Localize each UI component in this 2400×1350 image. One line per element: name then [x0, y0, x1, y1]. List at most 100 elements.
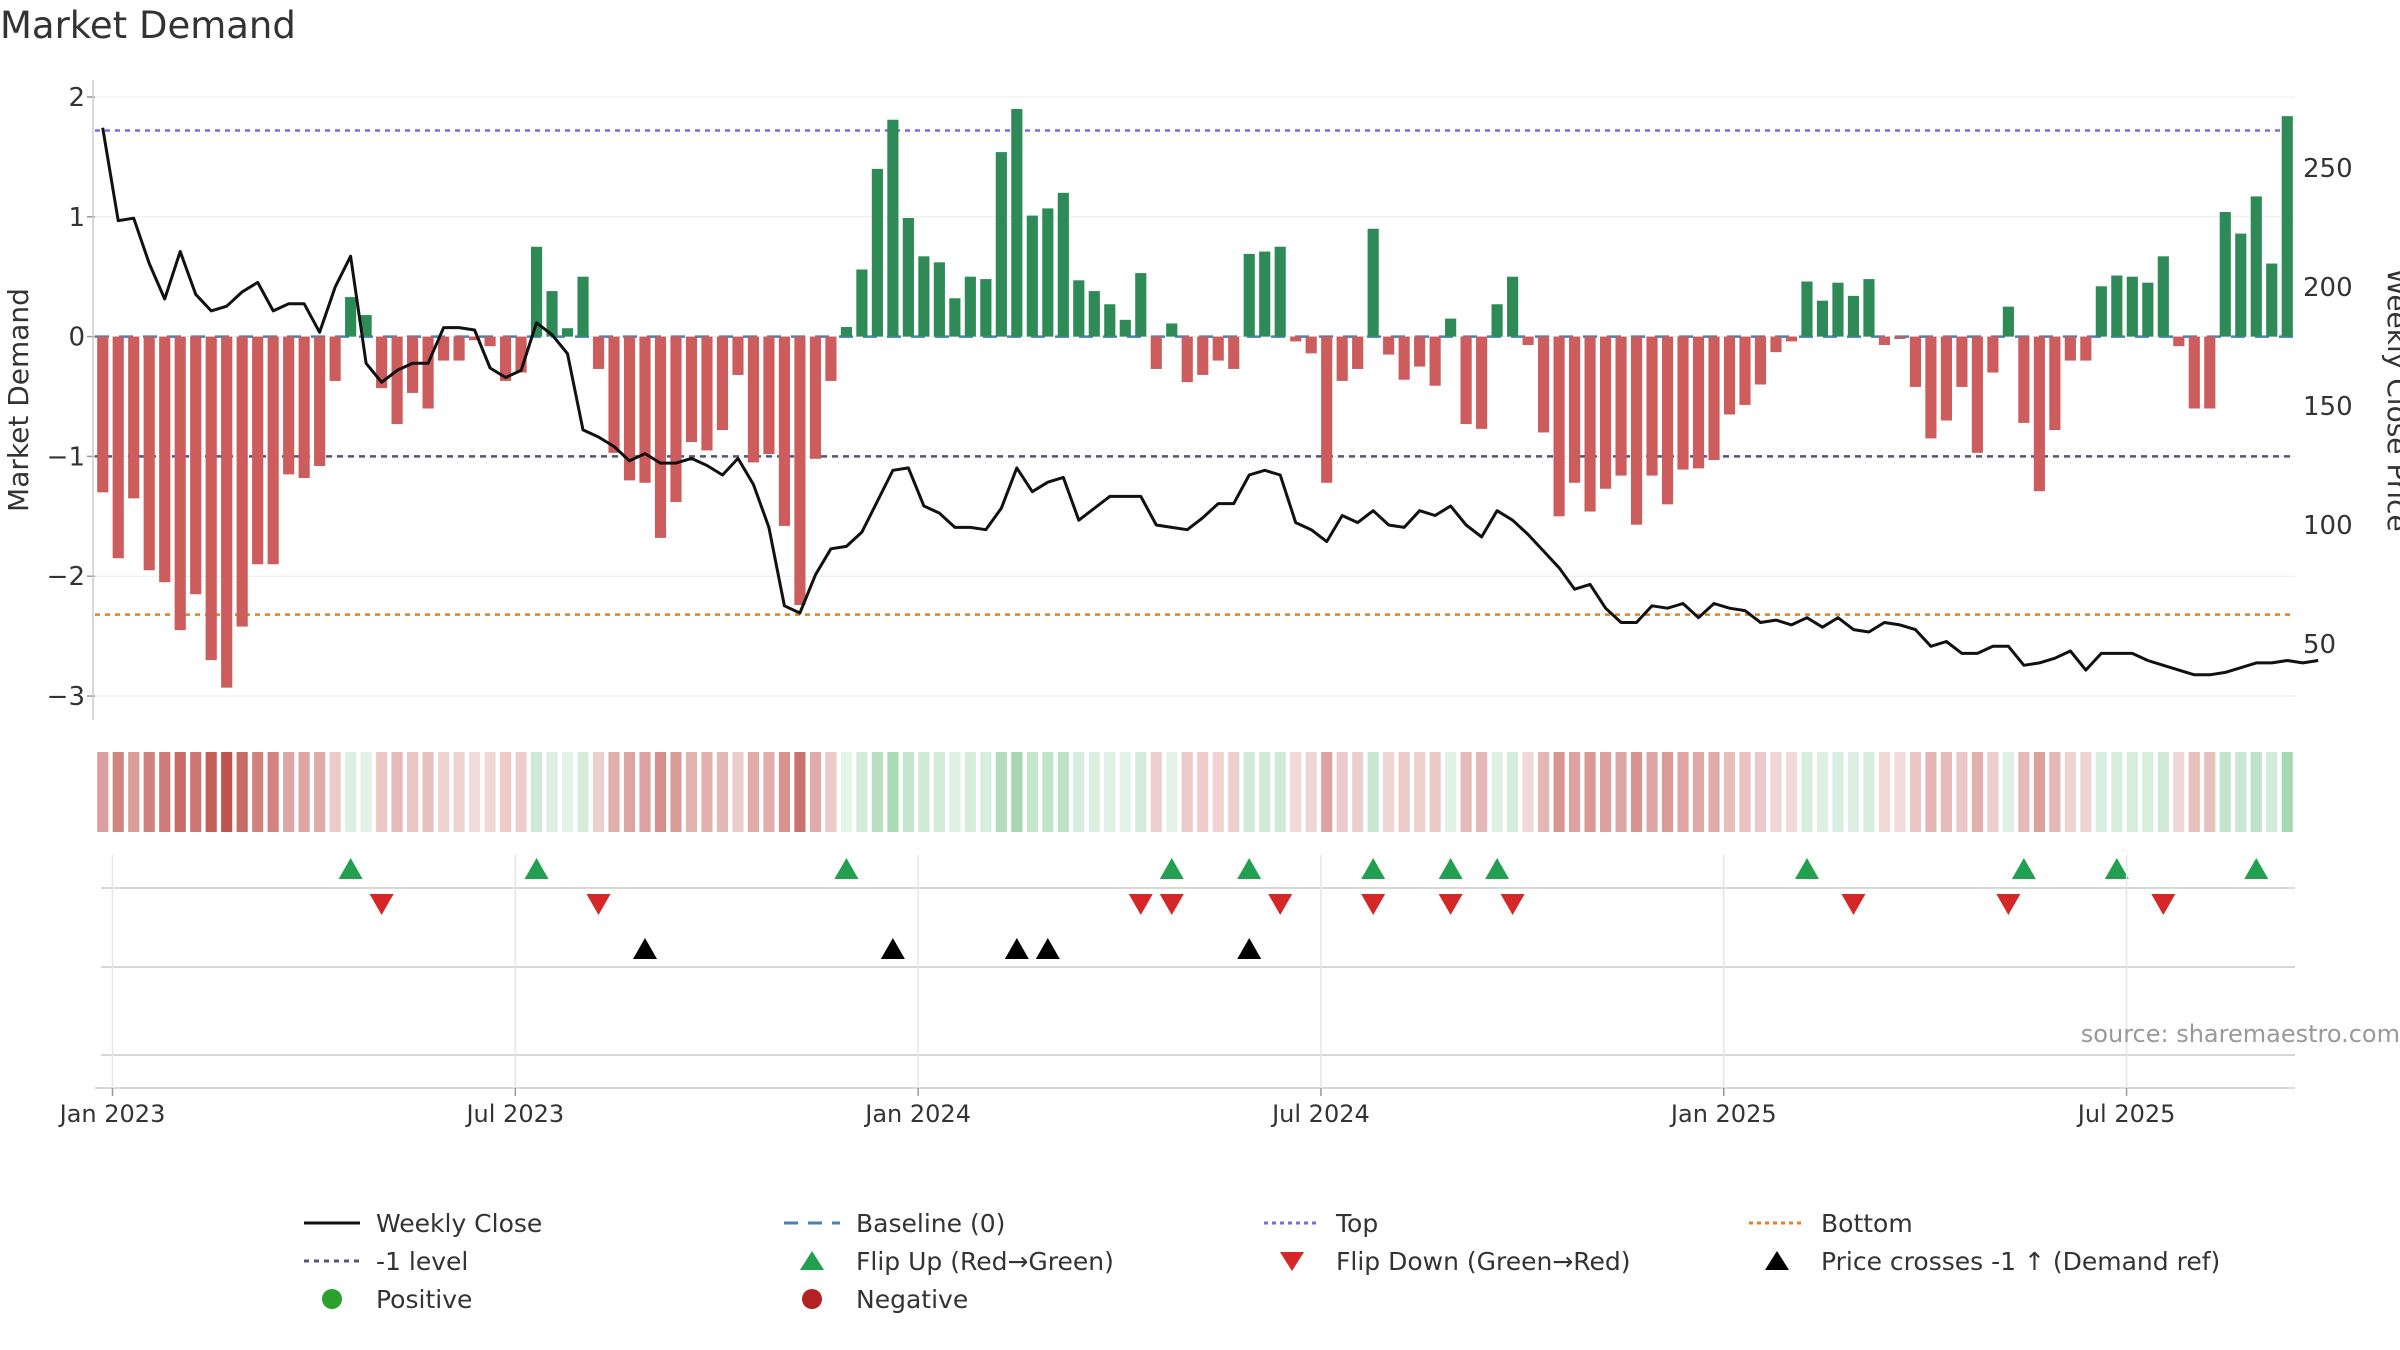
positive-bar: [1088, 291, 1100, 337]
negative-bar: [143, 336, 155, 571]
legend-top-symbol: [1264, 1221, 1320, 1225]
positive-bar: [2219, 212, 2231, 337]
strip-cell: [174, 752, 186, 832]
negative-bar: [1770, 336, 1782, 353]
strip-cell: [1228, 752, 1240, 832]
strip-cell: [2188, 752, 2200, 832]
negative-bar: [1150, 336, 1162, 369]
positive-bar: [1026, 215, 1038, 337]
strip-cell: [825, 752, 837, 832]
negative-bar: [159, 336, 171, 583]
negative-bar: [701, 336, 713, 451]
strip-cell: [840, 752, 852, 832]
event-markers: [101, 858, 2295, 1056]
negative-bar: [267, 336, 279, 565]
positive-bar: [1166, 323, 1178, 337]
negative-bar: [1987, 336, 1999, 373]
x-axis: Jan 2023 Jul 2023 Jan 2024 Jul 2024 Jan 2025…: [58, 855, 2295, 1128]
flip-down-marker: [2151, 894, 2176, 915]
negative-bar: [1352, 336, 1364, 369]
positive-bar: [949, 298, 961, 337]
strip-cell: [592, 752, 605, 832]
strip-cell: [1739, 752, 1751, 832]
negative-bar: [1383, 336, 1395, 355]
flip-up-marker: [1794, 858, 1819, 879]
price-cross-marker: [1004, 938, 1029, 959]
positive-bar: [933, 262, 945, 337]
negative-bar: [1677, 336, 1689, 470]
positive-bar: [887, 119, 899, 337]
strip-cell: [1057, 752, 1069, 832]
negative-bar: [1321, 336, 1333, 483]
strip-cell: [747, 752, 760, 832]
positive-bar: [345, 297, 357, 337]
negative-bar: [1476, 336, 1488, 429]
positive-bar: [2002, 306, 2014, 337]
price-cross-marker: [1237, 938, 1262, 959]
negative-bar: [732, 336, 744, 375]
strip-cell: [376, 752, 388, 832]
negative-bar: [2033, 336, 2045, 492]
strip-cell: [1522, 752, 1534, 832]
positive-bar: [1119, 319, 1131, 337]
negative-bar: [1414, 336, 1426, 367]
strip-cell: [995, 752, 1007, 832]
negative-bar: [438, 336, 450, 361]
strip-cell: [267, 752, 279, 832]
positive-bar: [2111, 275, 2123, 337]
strip-cell: [546, 752, 558, 832]
strip-cell: [1569, 752, 1581, 832]
legend-bottom-symbol: [1749, 1221, 1805, 1225]
strip-cell: [763, 752, 775, 832]
negative-bar: [1212, 336, 1224, 361]
negative-bar: [1305, 336, 1317, 354]
positive-bar: [530, 246, 543, 337]
legend-weekly-close-symbol: [304, 1221, 360, 1225]
strip-cell: [778, 752, 791, 832]
strip-cell: [1971, 752, 1983, 832]
negative-bar: [174, 336, 186, 631]
strip-cell: [283, 752, 295, 832]
strip-cell: [1119, 752, 1131, 832]
left-tick-label: 0: [68, 323, 85, 353]
strip-cell: [1785, 752, 1798, 832]
positive-bar: [1135, 273, 1147, 337]
strip-cell: [438, 752, 450, 832]
flip-down-marker: [1268, 894, 1293, 915]
x-tick-label: Jan 2025: [1669, 1100, 1777, 1128]
negative-bar: [747, 336, 760, 463]
strip-cell: [190, 752, 202, 832]
negative-bar: [112, 336, 124, 559]
negative-bar: [2204, 336, 2216, 409]
negative-bar: [1228, 336, 1240, 369]
strip-cell: [1321, 752, 1333, 832]
legend-negative: Negative: [780, 1281, 968, 1317]
negative-bar: [1429, 336, 1441, 386]
strip-cell: [1042, 752, 1054, 832]
positive-bar: [2095, 286, 2107, 337]
strip-cell: [2126, 752, 2138, 832]
negative-bar: [1739, 336, 1751, 405]
strip-cell: [1878, 752, 1891, 832]
negative-bar: [298, 336, 310, 478]
negative-bar: [1538, 336, 1550, 433]
legend-label: -1 level: [376, 1246, 469, 1276]
source-note: source: sharemaestro.com: [2080, 1020, 2400, 1048]
legend-label: Flip Down (Green→Red): [1336, 1246, 1631, 1276]
negative-bar: [1940, 336, 1952, 421]
legend-level-symbol: [304, 1259, 360, 1263]
strip-cell: [1414, 752, 1426, 832]
flip-down-marker: [1438, 894, 1463, 915]
left-tick-label: 2: [68, 83, 85, 113]
flip-down-marker: [369, 894, 394, 915]
demand-color-strip: [97, 752, 2293, 832]
negative-bar: [1584, 336, 1596, 512]
strip-cell: [1011, 752, 1023, 832]
strip-cell: [1507, 752, 1519, 832]
legend-label: Price crosses -1 ↑ (Demand ref): [1821, 1246, 2221, 1276]
legend-weekly-close: Weekly Close: [300, 1205, 542, 1241]
strip-cell: [484, 752, 496, 832]
negative-bar: [2064, 336, 2076, 361]
flip-down-marker: [1128, 894, 1153, 915]
strip-cell: [1708, 752, 1720, 832]
